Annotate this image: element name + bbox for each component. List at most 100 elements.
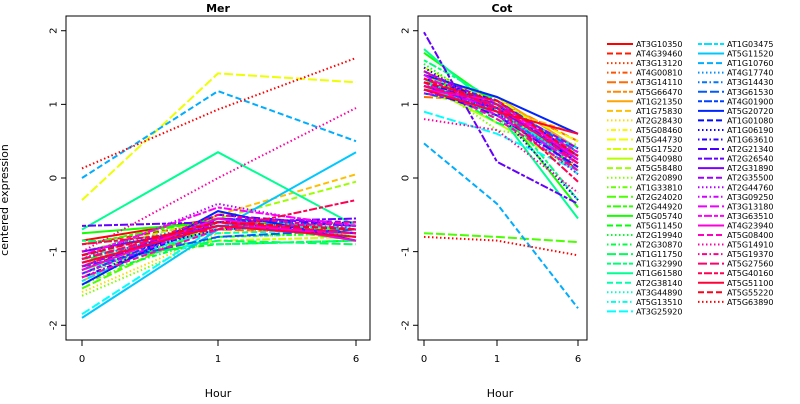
series-line — [423, 70, 579, 157]
legend-label: AT5G20720 — [727, 107, 773, 116]
panel-mer: Mer -2 -1 0 1 2 0 1 6 Hour — [49, 2, 371, 400]
series-line — [423, 235, 579, 257]
series-line — [423, 81, 579, 172]
legend-label: AT3G25920 — [636, 307, 682, 316]
legend-label: AT4G39460 — [636, 50, 682, 59]
legend-label: AT2G21340 — [727, 145, 773, 154]
legend-label: AT4G17740 — [727, 69, 773, 78]
series-line — [423, 31, 579, 205]
legend-label: AT1G75830 — [636, 107, 682, 116]
series-line — [423, 77, 579, 183]
legend-label: AT5G08400 — [727, 231, 773, 240]
series-line — [423, 118, 579, 194]
series-line — [423, 73, 579, 165]
panel-frame — [65, 15, 371, 341]
y-tick-label: 2 — [401, 28, 412, 34]
y-tick-label: -1 — [401, 247, 412, 257]
legend-label: AT5G66470 — [636, 88, 682, 97]
legend-label: AT1G32990 — [636, 260, 682, 269]
series-line — [81, 221, 357, 257]
series-line — [81, 173, 357, 282]
series-line — [81, 72, 357, 201]
x-tick-label: 1 — [494, 354, 500, 365]
legend-label: AT1G63610 — [727, 136, 773, 145]
series-line — [81, 221, 357, 260]
legend: AT3G10350AT4G39460AT3G13120AT4G00810AT3G… — [607, 40, 773, 316]
legend-label: AT2G26540 — [727, 155, 773, 164]
y-axis-title: centered expression — [0, 144, 11, 256]
series-line — [423, 63, 579, 154]
legend-label: AT5G05740 — [636, 212, 682, 221]
legend-label: AT5G17520 — [636, 145, 682, 154]
series-lines — [81, 57, 357, 319]
series-line — [81, 224, 357, 264]
legend-label: AT5G14910 — [727, 241, 773, 250]
legend-label: AT5G58480 — [636, 164, 682, 173]
legend-label: AT2G28430 — [636, 116, 682, 125]
x-ticks: 0 1 6 — [79, 340, 359, 365]
y-tick-label: -2 — [49, 320, 60, 330]
legend-label: AT5G40160 — [727, 269, 773, 278]
legend-label: AT5G44730 — [636, 136, 682, 145]
legend-label: AT3G61530 — [727, 88, 773, 97]
series-line — [423, 73, 579, 135]
y-tick-label: 0 — [401, 175, 412, 181]
series-line — [81, 224, 357, 271]
legend-label: AT2G35500 — [727, 174, 773, 183]
y-tick-label: 2 — [49, 28, 60, 34]
y-tick-label: -1 — [49, 247, 60, 257]
series-line — [81, 232, 357, 279]
legend-label: AT2G38140 — [636, 279, 682, 288]
legend-label: AT2G24020 — [636, 193, 682, 202]
legend-label: AT4G01900 — [727, 97, 773, 106]
y-tick-label: -2 — [401, 320, 412, 330]
panel-cot: Cot -2 -1 0 1 2 0 1 6 Hour — [401, 2, 588, 400]
legend-label: AT2G31890 — [727, 164, 773, 173]
legend-label: AT5G55220 — [727, 288, 773, 297]
legend-label: AT2G44920 — [636, 202, 682, 211]
legend-label: AT1G21350 — [636, 97, 682, 106]
legend-label: AT3G63510 — [727, 212, 773, 221]
series-line — [81, 57, 357, 170]
series-line — [81, 199, 357, 246]
y-tick-label: 1 — [49, 101, 60, 107]
legend-label: AT1G61580 — [636, 269, 682, 278]
legend-label: AT2G44760 — [727, 183, 773, 192]
legend-label: AT3G14110 — [636, 78, 682, 87]
x-tick-label: 6 — [353, 354, 359, 365]
x-axis-title: Hour — [487, 387, 514, 400]
series-line — [423, 88, 579, 135]
legend-label: AT3G09250 — [727, 193, 773, 202]
legend-label: AT3G13120 — [636, 59, 682, 68]
legend-label: AT2G20890 — [636, 174, 682, 183]
series-line — [81, 89, 357, 179]
y-ticks: -2 -1 0 1 2 — [49, 28, 66, 330]
series-line — [423, 142, 579, 309]
series-lines — [423, 31, 579, 309]
series-line — [81, 202, 357, 260]
y-tick-label: 0 — [49, 175, 60, 181]
legend-label: AT1G01080 — [727, 116, 773, 125]
legend-label: AT1G03475 — [727, 40, 773, 49]
series-line — [81, 239, 357, 246]
legend-label: AT5G27560 — [727, 260, 773, 269]
x-tick-label: 1 — [215, 354, 221, 365]
legend-label: AT4G00810 — [636, 69, 682, 78]
legend-label: AT4G23940 — [727, 221, 773, 230]
legend-label: AT5G13510 — [636, 298, 682, 307]
series-line — [81, 239, 357, 268]
x-tick-label: 0 — [79, 354, 85, 365]
x-axis-title: Hour — [205, 387, 232, 400]
series-line — [423, 232, 579, 244]
panel-title: Mer — [206, 2, 230, 15]
legend-label: AT2G19940 — [636, 231, 682, 240]
legend-label: AT5G63890 — [727, 298, 773, 307]
legend-label: AT3G14430 — [727, 78, 773, 87]
legend-label: AT5G08460 — [636, 126, 682, 135]
legend-label: AT5G11520 — [727, 50, 773, 59]
series-line — [423, 85, 579, 165]
legend-label: AT2G30870 — [636, 241, 682, 250]
series-line — [423, 88, 579, 168]
